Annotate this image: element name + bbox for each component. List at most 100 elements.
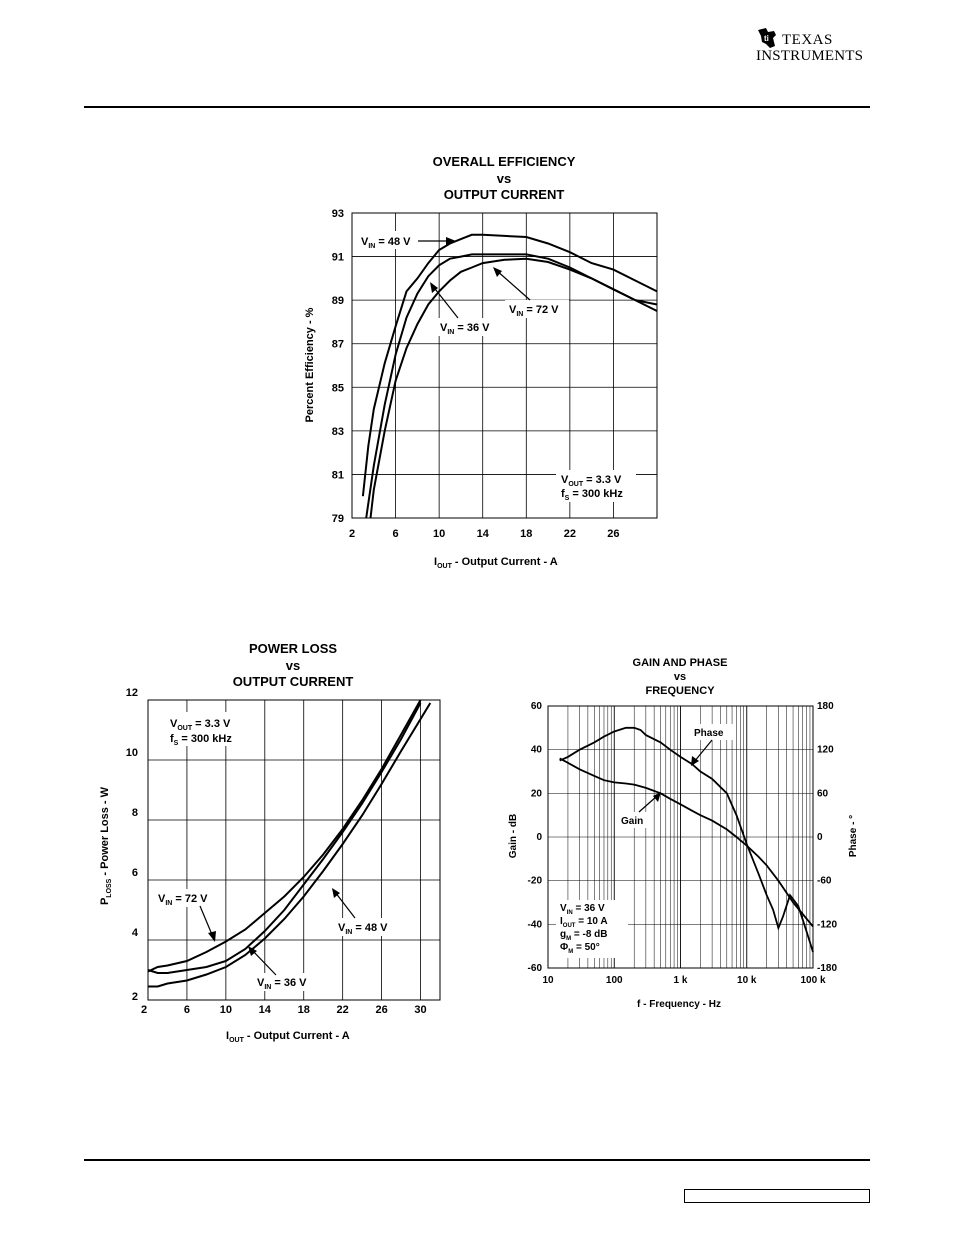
chart1-xtick-label: 10 — [433, 528, 445, 540]
chart3-xtick-label: 10 — [542, 975, 554, 986]
chart2-series-line-2 — [148, 702, 432, 988]
chart3-ytick-label: 40 — [531, 745, 543, 756]
chart1-title-line3: OUTPUT CURRENT — [444, 187, 565, 202]
chart3-xtick-label: 100 k — [800, 975, 825, 986]
chart3-ylabel: Gain - dB — [508, 814, 519, 858]
chart1-annot-fs: fS = 300 kHz — [561, 488, 623, 502]
chart2-xtick-label: 6 — [184, 1004, 190, 1016]
chart1-xtick-label: 22 — [564, 528, 576, 540]
chart2-xtick-label: 26 — [375, 1004, 387, 1016]
chart3-y2tick-label: 0 — [817, 832, 823, 843]
chart1-ylabel: Percent Efficiency - % — [304, 307, 316, 422]
chart3-ytick-label: 60 — [531, 701, 543, 712]
chart2-ytick-label: 6 — [132, 867, 138, 879]
chart3-annot-gain: Gain — [621, 816, 643, 827]
chart2-series-line-0 — [147, 699, 422, 973]
chart2-annot-36v: VIN = 36 V — [257, 977, 307, 991]
chart1-arrow-36v — [431, 284, 459, 319]
chart2-arrow-72v — [199, 905, 214, 938]
chart1-annot-vout: VOUT = 3.3 V — [561, 474, 622, 488]
chart3-y2tick-label: -180 — [817, 963, 837, 974]
chart2-xtick-label: 30 — [414, 1004, 426, 1016]
chart2-annot-fs: fS = 300 kHz — [170, 733, 232, 747]
chart2-arrow-36v — [251, 949, 277, 976]
chart1-ytick-label: 89 — [332, 295, 344, 307]
chart1-ytick-label: 91 — [332, 252, 344, 264]
logo-text-line1: TEXAS — [782, 32, 833, 48]
chart3-xtick-label: 1 k — [674, 975, 688, 986]
ti-logo: ti TEXAS INSTRUMENTS — [756, 26, 872, 66]
chart2-ytick-label: 10 — [126, 747, 138, 759]
chart1-xtick-label: 18 — [520, 528, 532, 540]
chart3-arrow-phase — [693, 739, 713, 763]
chart3-y2tick-label: -120 — [817, 919, 837, 930]
chart3-annot-iout: IOUT = 10 A — [560, 916, 608, 929]
chart2-title-line1: POWER LOSS — [249, 641, 337, 656]
chart1-ytick-label: 79 — [332, 513, 344, 525]
chart3-y2tick-label: 180 — [817, 701, 834, 712]
chart1-annot-48v: VIN = 48 V — [361, 236, 411, 250]
chart3-annot-vin: VIN = 36 V — [560, 903, 605, 916]
chart3-y2label: Phase - ° — [848, 815, 859, 857]
chart2-xtick-label: 14 — [259, 1004, 272, 1016]
chart2-xtick-label: 22 — [337, 1004, 349, 1016]
chart3-xlabel: f - Frequency - Hz — [637, 999, 721, 1010]
chart1-xtick-label: 2 — [349, 528, 355, 540]
chart1-annot-36v: VIN = 36 V — [440, 322, 490, 336]
footer-rule — [84, 1159, 870, 1161]
chart2-annot-vout: VOUT = 3.3 V — [170, 718, 231, 732]
chart3-xtick-label: 100 — [606, 975, 623, 986]
chart2-arrow-48v — [334, 891, 356, 919]
chart2-ytick-label: 12 — [126, 687, 138, 699]
chart3-title-line2: vs — [674, 671, 686, 683]
chart1-xlabel: IOUT - Output Current - A — [434, 556, 558, 570]
chart3-series-line-1 — [559, 726, 814, 953]
chart1-arrow-72v — [495, 269, 531, 301]
chart1-series-line-0 — [361, 233, 658, 497]
chart2-xtick-label: 10 — [220, 1004, 232, 1016]
chart2-ytick-label: 2 — [132, 991, 138, 1003]
chart3-xtick-label: 10 k — [737, 975, 757, 986]
chart1-ytick-label: 81 — [332, 469, 344, 481]
chart1-ytick-label: 83 — [332, 426, 344, 438]
chart2-annot-48v: VIN = 48 V — [338, 922, 388, 936]
logo-text-line2: INSTRUMENTS — [756, 48, 864, 64]
chart1-series-line-2 — [369, 257, 658, 519]
chart2-annot-72v: VIN = 72 V — [158, 893, 208, 907]
chart3-title-line1: GAIN AND PHASE — [633, 657, 728, 669]
chart1-xtick-label: 26 — [607, 528, 619, 540]
chart2-xtick-label: 2 — [141, 1004, 147, 1016]
chart2-title-line2: vs — [286, 658, 300, 673]
chart3-y2tick-label: 120 — [817, 745, 834, 756]
chart1-xtick-label: 6 — [393, 528, 399, 540]
chart2-title-line3: OUTPUT CURRENT — [233, 674, 354, 689]
chart1-title-line2: vs — [497, 171, 511, 186]
chart2-ylabel: PLOSS - Power Loss - W — [99, 786, 113, 905]
header-rule — [84, 106, 870, 108]
chart1-ytick-label: 87 — [332, 339, 344, 351]
footer-page-box — [684, 1189, 870, 1203]
chart3-annot-phim: ΦM = 50° — [560, 942, 600, 955]
chart2-ytick-label: 8 — [132, 807, 138, 819]
chart3-ytick-label: -20 — [528, 876, 543, 887]
chart1-ytick-label: 93 — [332, 208, 344, 220]
chart3-arrow-gain — [638, 795, 658, 813]
gain-phase-chart: GAIN AND PHASE vs FREQUENCY 10 100 1 k 10 k… — [508, 657, 859, 1010]
chart2-ytick-label: 4 — [132, 927, 139, 939]
chart3-ytick-label: 20 — [531, 788, 543, 799]
chart3-y2tick-label: -60 — [817, 876, 832, 887]
chart1-ytick-label: 85 — [332, 382, 344, 394]
chart1-xtick-label: 14 — [477, 528, 490, 540]
chart1-title-line1: OVERALL EFFICIENCY — [433, 154, 576, 169]
svg-text:ti: ti — [764, 34, 769, 43]
chart3-annot-phase: Phase — [694, 728, 724, 739]
chart1-annot-72v: VIN = 72 V — [509, 304, 559, 318]
chart3-ytick-label: -60 — [528, 963, 543, 974]
ti-logo-icon: ti — [758, 28, 776, 48]
chart3-title-line3: FREQUENCY — [645, 685, 715, 697]
chart3-series-line-0 — [559, 757, 814, 928]
chart2-series-line-1 — [147, 702, 422, 974]
chart2-xlabel: IOUT - Output Current - A — [226, 1030, 350, 1044]
chart3-y2tick-label: 60 — [817, 788, 829, 799]
